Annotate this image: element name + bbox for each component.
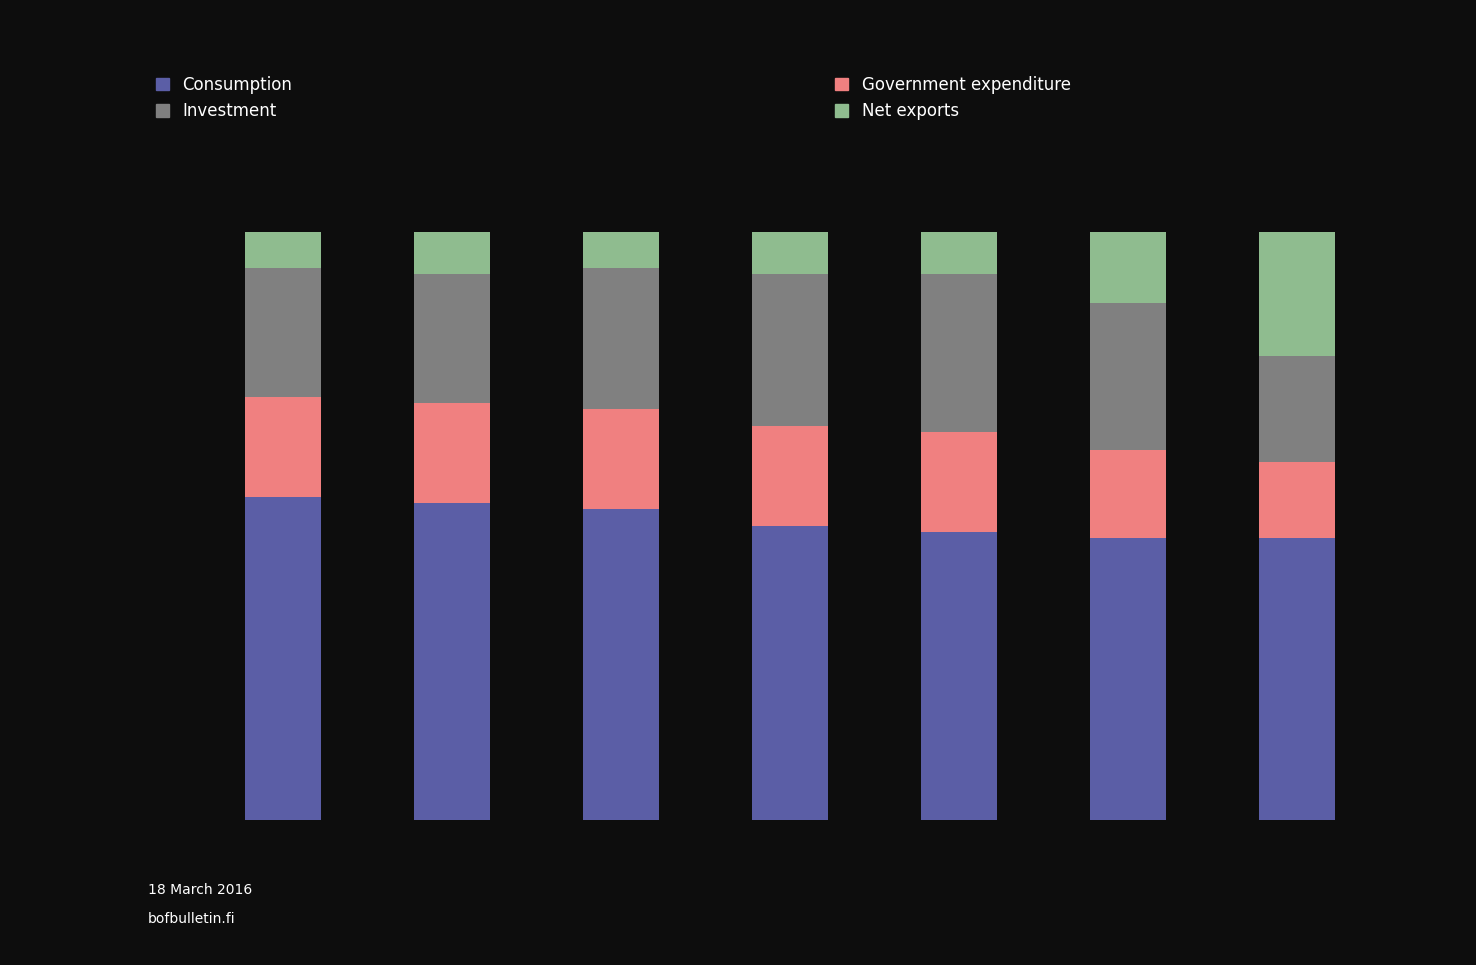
Bar [413,403,490,503]
Bar [583,233,658,267]
Text: 18 March 2016: 18 March 2016 [148,883,252,897]
Legend: Government expenditure, Net exports: Government expenditure, Net exports [835,76,1070,121]
Bar [921,233,996,274]
Bar [245,233,320,267]
Bar [751,274,828,427]
Bar [1089,538,1166,820]
Bar [1259,233,1334,356]
Bar [751,427,828,526]
Bar [1259,538,1334,820]
Bar [921,432,996,533]
Bar [583,409,658,509]
Bar [1089,303,1166,450]
Bar [245,497,320,820]
Bar [245,267,320,397]
Bar [245,397,320,497]
Bar [413,274,490,403]
Bar [921,274,996,432]
Bar [413,233,490,274]
Bar [413,503,490,820]
Text: bofbulletin.fi: bofbulletin.fi [148,912,235,926]
Bar [751,526,828,820]
Bar [1259,356,1334,461]
Bar [921,533,996,820]
Bar [583,267,658,409]
Legend: Consumption, Investment: Consumption, Investment [156,76,292,121]
Bar [1089,450,1166,538]
Bar [1259,461,1334,538]
Bar [751,233,828,274]
Bar [583,509,658,820]
Bar [1089,233,1166,303]
